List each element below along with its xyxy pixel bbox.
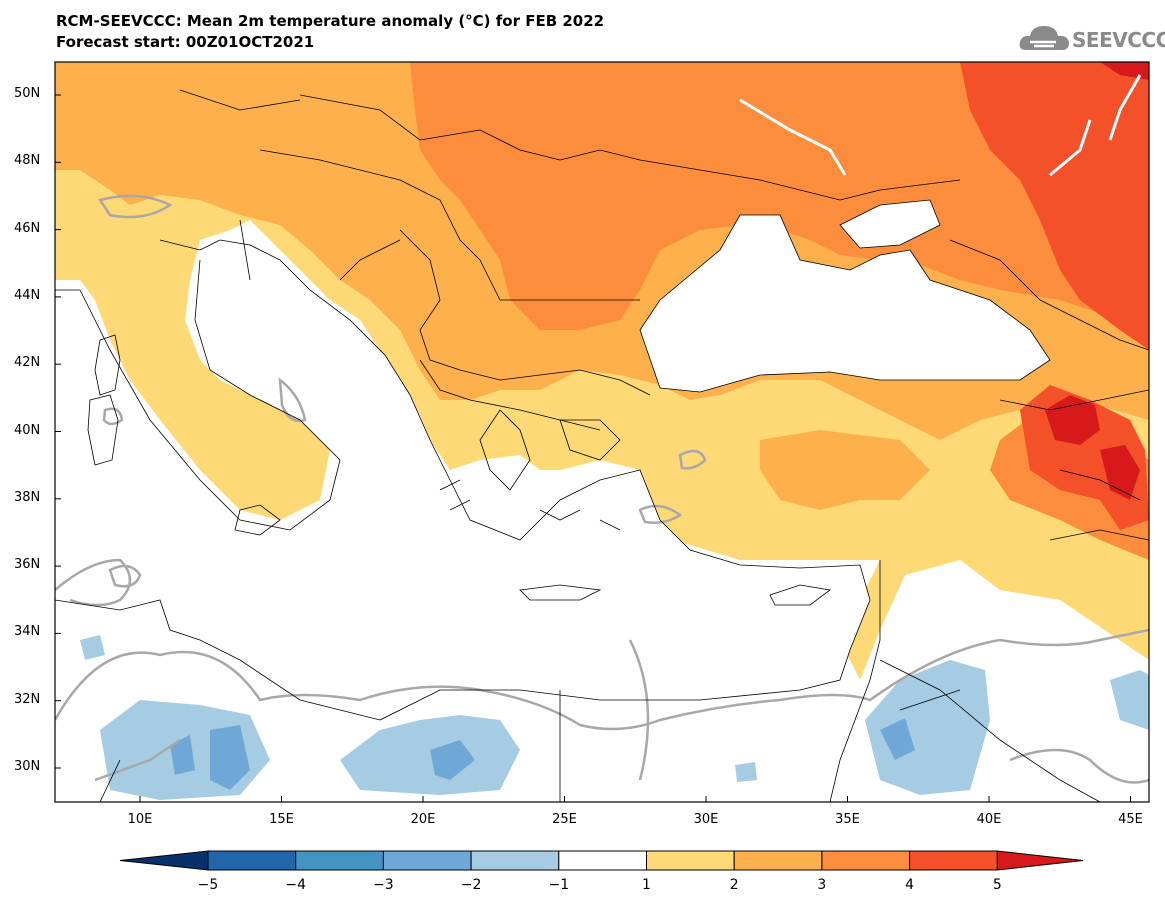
colorbar-label: 3 <box>817 877 827 893</box>
colorbar-box <box>733 850 823 871</box>
lat-tick-label: 34N <box>14 624 41 640</box>
colorbar-box <box>382 850 472 871</box>
colorbar-label: 4 <box>905 877 915 893</box>
lon-tick-label: 30E <box>693 812 719 827</box>
colorbar-box <box>295 850 384 871</box>
colorbar-label: 2 <box>729 877 739 893</box>
map-title: RCM-SEEVCCC: Mean 2m temperature anomaly… <box>56 12 605 30</box>
lat-tick-label: 30N <box>14 759 41 774</box>
colorbar-label: −2 <box>460 877 482 893</box>
colorbar-extend-low <box>119 850 209 871</box>
zero-contours <box>55 194 1149 784</box>
lat-tick-label: 40N <box>14 422 41 438</box>
colorbar-box <box>207 850 297 871</box>
lon-tick-label: 45E <box>1118 812 1143 827</box>
colorbar-label: −4 <box>285 877 307 893</box>
lon-tick-label: 15E <box>269 812 294 827</box>
coastlines-borders <box>55 89 1149 802</box>
logo-text: SEEVCCC <box>1072 28 1165 52</box>
colorbar-box <box>470 850 560 871</box>
russia-river <box>1049 74 1142 177</box>
colorbar-box <box>558 850 647 871</box>
lat-ticks <box>55 94 61 769</box>
lat-tick-label: 32N <box>14 691 41 707</box>
colorbar-label: 5 <box>992 877 1002 893</box>
azov-sea <box>840 200 940 248</box>
colorbar-box <box>909 850 998 871</box>
lat-tick-label: 38N <box>14 489 41 505</box>
lon-tick-label: 10E <box>127 812 153 827</box>
lat-tick-label: 44N <box>14 287 41 303</box>
lat-tick-label: 48N <box>14 153 41 169</box>
colorbar-box <box>646 850 735 871</box>
cloud-logo-icon <box>1019 26 1069 50</box>
colorbar-extend-high <box>996 850 1084 871</box>
lon-tick-label: 20E <box>410 812 436 827</box>
lat-tick-label: 50N <box>14 86 41 101</box>
anomaly-zone-4to5 <box>960 62 1149 530</box>
forecast-start-label: Forecast start: 00Z01OCT2021 <box>56 33 315 51</box>
ukraine-river <box>739 98 847 176</box>
lat-tick-label: 46N <box>14 220 41 236</box>
colorbar-label: −5 <box>197 877 219 893</box>
lon-tick-label: 40E <box>976 812 1002 827</box>
lat-tick-label: 36N <box>14 557 41 573</box>
colorbar-label: 1 <box>642 877 651 893</box>
lon-tick-label: 35E <box>835 812 860 827</box>
anomaly-zone-neg1to2 <box>80 635 1149 800</box>
mediterranean-sea <box>55 245 870 720</box>
black-sea <box>640 215 1050 392</box>
lat-tick-label: 42N <box>14 355 41 371</box>
lon-ticks <box>139 796 1131 802</box>
colorbar-box <box>821 850 911 871</box>
anomaly-zone-3to4 <box>410 62 1149 560</box>
colorbar-label: −3 <box>373 877 394 893</box>
lon-tick-label: 25E <box>552 812 577 827</box>
colorbar-label: −1 <box>548 877 570 893</box>
seevccc-logo: SEEVCCC <box>1018 20 1165 56</box>
